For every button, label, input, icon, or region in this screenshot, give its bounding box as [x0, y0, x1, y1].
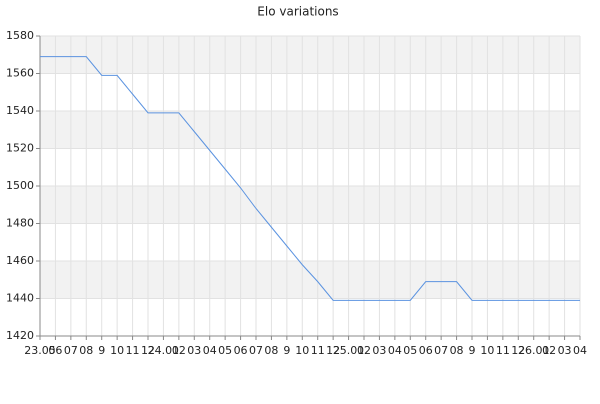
y-tick-label: 1500	[6, 179, 34, 192]
x-tick-label: 12	[326, 344, 340, 357]
x-tick-label: 9	[469, 344, 476, 357]
x-tick-label: 08	[264, 344, 278, 357]
grid-band	[40, 261, 580, 299]
x-tick-label: 03	[372, 344, 386, 357]
x-tick-label: 23.05	[24, 344, 56, 357]
x-tick-label: 10	[110, 344, 124, 357]
y-tick-label: 1480	[6, 217, 34, 230]
grid-band	[40, 186, 580, 224]
x-tick-label: 26.01	[518, 344, 550, 357]
x-tick-label: 03	[558, 344, 572, 357]
grid-band	[40, 111, 580, 149]
x-tick-label: 08	[79, 344, 93, 357]
y-tick-label: 1460	[6, 254, 34, 267]
x-tick-label: 02	[542, 344, 556, 357]
x-tick-label: 9	[283, 344, 290, 357]
x-tick-label: 10	[480, 344, 494, 357]
y-tick-label: 1540	[6, 104, 34, 117]
y-tick-label: 1520	[6, 142, 34, 155]
x-tick-label: 25.01	[333, 344, 365, 357]
x-tick-label: 05	[403, 344, 417, 357]
grid-band	[40, 36, 580, 74]
x-tick-label: 10	[295, 344, 309, 357]
x-tick-label: 02	[357, 344, 371, 357]
y-tick-label: 1420	[6, 329, 34, 342]
x-tick-label: 04	[203, 344, 217, 357]
x-tick-label: 05	[218, 344, 232, 357]
y-tick-label: 1440	[6, 292, 34, 305]
x-tick-label: 07	[249, 344, 263, 357]
x-tick-label: 04	[388, 344, 402, 357]
x-tick-label: 07	[434, 344, 448, 357]
x-tick-label: 06	[234, 344, 248, 357]
x-tick-label: 06	[419, 344, 433, 357]
x-tick-label: 04	[573, 344, 587, 357]
x-tick-label: 9	[98, 344, 105, 357]
x-tick-label: 12	[141, 344, 155, 357]
y-tick-label: 1580	[6, 29, 34, 42]
x-tick-label: 08	[450, 344, 464, 357]
x-tick-label: 12	[511, 344, 525, 357]
y-tick-label: 1560	[6, 67, 34, 80]
line	[40, 56, 580, 301]
x-tick-label: 11	[496, 344, 510, 357]
chart-title: Elo variations	[257, 5, 338, 19]
x-tick-label: 11	[311, 344, 325, 357]
x-tick-label: 03	[187, 344, 201, 357]
x-tick-label: 06	[48, 344, 62, 357]
x-tick-label: 02	[172, 344, 186, 357]
x-tick-label: 24.01	[148, 344, 180, 357]
x-tick-label: 11	[126, 344, 140, 357]
x-tick-label: 07	[64, 344, 78, 357]
